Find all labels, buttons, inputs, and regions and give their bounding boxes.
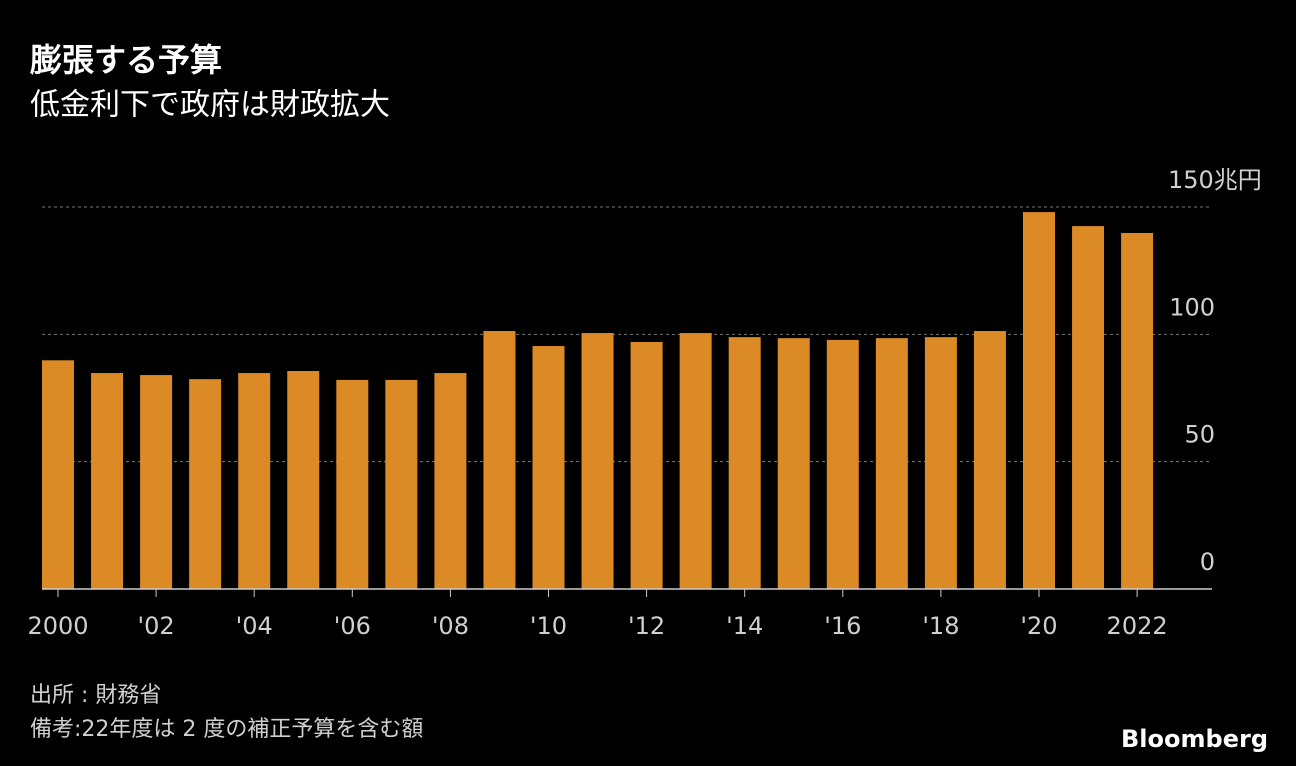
bar bbox=[385, 379, 418, 589]
y-tick-label: 100 bbox=[1169, 293, 1215, 321]
x-tick-label: '16 bbox=[824, 612, 861, 640]
bar bbox=[826, 339, 859, 589]
note: 備考:22年度は 2 度の補正予算を含む額 bbox=[30, 717, 423, 742]
chart-subtitle: 低金利下で政府は財政拡大 bbox=[30, 88, 390, 123]
chart-title: 膨張する予算 bbox=[30, 41, 222, 79]
logo: Bloomberg bbox=[1121, 725, 1268, 753]
x-tick-label: '20 bbox=[1020, 612, 1057, 640]
x-tick-label: 2022 bbox=[1107, 612, 1168, 640]
x-tick-label: '06 bbox=[334, 612, 371, 640]
x-tick-label: '02 bbox=[138, 612, 175, 640]
bar bbox=[434, 373, 467, 589]
x-tick-label: '08 bbox=[432, 612, 469, 640]
bar bbox=[924, 337, 957, 589]
bar bbox=[140, 375, 173, 589]
bar bbox=[532, 346, 565, 589]
x-tick-label: '10 bbox=[530, 612, 567, 640]
source: 出所 : 財務省 bbox=[30, 683, 161, 708]
x-tick-label: '12 bbox=[628, 612, 665, 640]
x-tick-label: '18 bbox=[922, 612, 959, 640]
bar bbox=[581, 333, 614, 589]
bar bbox=[728, 337, 761, 589]
bar bbox=[189, 379, 222, 589]
bar bbox=[875, 338, 908, 589]
y-tick-label: 150兆円 bbox=[1168, 166, 1262, 194]
bar bbox=[238, 373, 271, 589]
bar bbox=[679, 333, 712, 589]
bar bbox=[91, 373, 124, 589]
bar bbox=[483, 331, 516, 589]
bar bbox=[287, 371, 320, 589]
x-tick-label: '14 bbox=[726, 612, 763, 640]
y-tick-label: 0 bbox=[1200, 548, 1215, 576]
bar bbox=[336, 379, 369, 589]
bar bbox=[42, 360, 74, 589]
bar bbox=[973, 331, 1006, 589]
bar bbox=[1072, 226, 1105, 589]
bar bbox=[1121, 232, 1154, 589]
x-tick-label: '04 bbox=[236, 612, 273, 640]
bar bbox=[1023, 212, 1055, 590]
bar bbox=[777, 338, 810, 589]
x-tick-label: 2000 bbox=[27, 612, 88, 640]
bar bbox=[630, 341, 663, 589]
y-tick-label: 50 bbox=[1184, 421, 1215, 449]
